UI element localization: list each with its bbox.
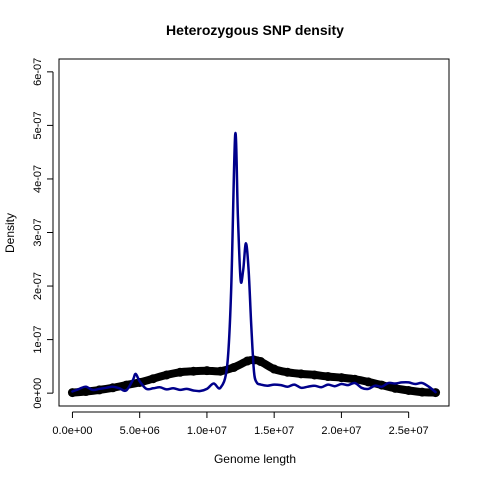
data-point — [188, 366, 198, 376]
x-axis: 0.0e+00 5.0e+06 1.0e+07 1.5e+07 2.0e+07 2.5e+… — [52, 411, 429, 437]
data-point — [323, 372, 333, 382]
y-tick-label: 5e-07 — [32, 111, 44, 139]
y-tick-label: 4e-07 — [32, 165, 44, 193]
x-tick-label: 5.0e+06 — [120, 425, 160, 437]
plot-frame — [58, 58, 450, 407]
data-point — [363, 377, 373, 387]
data-point — [202, 366, 212, 376]
data-point — [175, 367, 185, 377]
data-point — [350, 374, 360, 384]
data-point — [81, 387, 91, 397]
x-tick-label: 1.0e+07 — [187, 425, 227, 437]
data-point — [162, 370, 172, 380]
chart-title: Heterozygous SNP density — [166, 22, 344, 38]
y-tick-label: 6e-07 — [32, 58, 44, 86]
data-point — [229, 362, 239, 372]
y-axis-label: Density — [3, 213, 17, 253]
data-point — [390, 383, 400, 393]
x-tick-label: 0.0e+00 — [52, 425, 92, 437]
y-tick-label: 2e-07 — [32, 272, 44, 300]
data-point — [256, 357, 266, 367]
x-tick-label: 2.5e+07 — [389, 425, 429, 437]
data-point — [310, 370, 320, 380]
y-tick-label: 0e+00 — [32, 378, 44, 409]
y-tick-label: 3e-07 — [32, 218, 44, 246]
data-point — [404, 385, 414, 395]
y-axis: 0e+00 1e-07 2e-07 3e-07 4e-07 5e-07 6e-07 — [32, 58, 54, 409]
x-tick-label: 1.5e+07 — [254, 425, 294, 437]
x-axis-label: Genome length — [214, 452, 296, 466]
data-point — [269, 364, 279, 374]
x-tick-label: 2.0e+07 — [321, 425, 361, 437]
series-line-blue-density — [71, 131, 437, 394]
data-point — [296, 369, 306, 379]
data-point — [283, 367, 293, 377]
series-layer — [67, 131, 441, 398]
data-point — [336, 373, 346, 383]
data-point — [242, 356, 252, 366]
y-tick-label: 1e-07 — [32, 326, 44, 354]
data-point — [417, 387, 427, 397]
data-point — [148, 374, 158, 384]
data-point — [215, 366, 225, 376]
